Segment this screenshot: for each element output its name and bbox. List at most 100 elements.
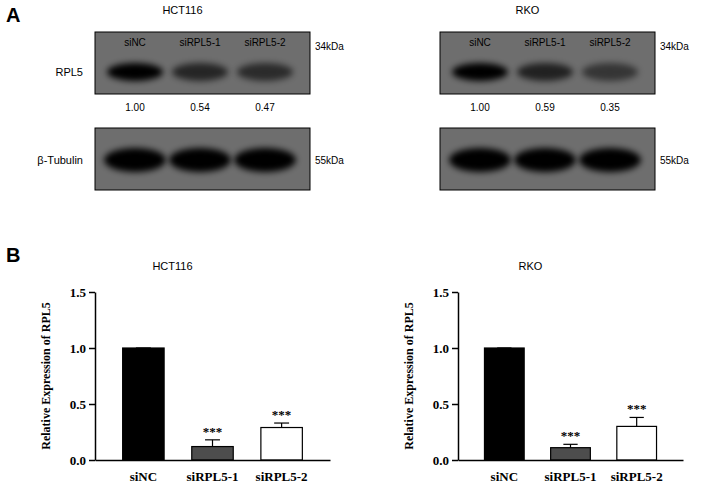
y-axis-title: Relative Expression of RPL5 bbox=[39, 302, 53, 449]
y-tick-label: 1.5 bbox=[433, 285, 450, 300]
blot-band bbox=[452, 63, 508, 81]
y-tick-label: 1.0 bbox=[70, 341, 86, 356]
quantification-label: 0.47 bbox=[255, 102, 275, 113]
y-axis: 0.0 0.5 1.0 1.5 bbox=[70, 285, 96, 468]
y-tick-mark bbox=[452, 348, 458, 350]
blot-background bbox=[95, 128, 310, 190]
y-tick-label: 0.0 bbox=[70, 453, 86, 468]
blot-panel: HCT116 siNC 1.00 siRPL5-1 0.54 siRPL5-2 0.47 RP… bbox=[37, 4, 344, 190]
y-tick-mark bbox=[452, 292, 458, 294]
y-tick: 0.5 bbox=[70, 397, 95, 412]
y-tick-label: 0.5 bbox=[70, 397, 87, 412]
y-tick-mark bbox=[89, 292, 95, 294]
x-tick-label: siNC bbox=[491, 469, 518, 484]
y-tick-mark bbox=[89, 404, 95, 406]
y-tick-label: 0.0 bbox=[433, 453, 449, 468]
blot-band bbox=[579, 148, 641, 172]
error-cap bbox=[563, 444, 577, 445]
bar bbox=[551, 448, 591, 460]
error-cap bbox=[205, 439, 220, 440]
blot-background bbox=[440, 32, 655, 94]
lane-label: siNC bbox=[124, 37, 146, 48]
significance: *** bbox=[561, 428, 581, 443]
size-label: 34kDa bbox=[660, 41, 689, 52]
blot-title: HCT116 bbox=[162, 4, 202, 16]
error-bar bbox=[630, 417, 644, 426]
blot-band bbox=[172, 63, 228, 81]
blot-band bbox=[514, 148, 576, 172]
row-label: RPL5 bbox=[55, 66, 83, 78]
bar bbox=[192, 447, 233, 460]
error-bar bbox=[274, 423, 289, 427]
x-tick: siRPL5-1 bbox=[187, 460, 239, 484]
error-bar bbox=[497, 348, 511, 349]
plot-area bbox=[484, 348, 656, 460]
error-bar bbox=[136, 348, 151, 349]
blot-band bbox=[104, 148, 166, 172]
bar bbox=[617, 426, 657, 460]
error-cap bbox=[630, 417, 644, 418]
x-tick-label: siRPL5-1 bbox=[545, 469, 597, 484]
blot-band bbox=[107, 63, 163, 81]
y-tick: 1.5 bbox=[433, 285, 458, 300]
lane-label: siRPL5-2 bbox=[589, 37, 631, 48]
y-tick-mark bbox=[89, 460, 95, 462]
blot-band bbox=[169, 148, 231, 172]
x-axis: siNC siRPL5-1 siRPL5-2 bbox=[459, 460, 684, 484]
error-stem bbox=[212, 440, 213, 447]
y-tick: 1.5 bbox=[70, 285, 95, 300]
chart-title: RKO bbox=[519, 260, 543, 272]
y-tick-label: 0.5 bbox=[433, 397, 450, 412]
error-cap bbox=[274, 422, 289, 423]
significance: *** bbox=[272, 407, 292, 422]
y-axis: 0.0 0.5 1.0 1.5 bbox=[433, 285, 459, 468]
x-tick: siRPL5-2 bbox=[256, 460, 308, 484]
bar bbox=[261, 428, 302, 460]
quantification-label: 0.54 bbox=[190, 102, 210, 113]
blot-background bbox=[440, 128, 655, 190]
x-axis-line bbox=[96, 460, 331, 462]
quantification-label: 1.00 bbox=[125, 102, 145, 113]
quantification-label: 0.35 bbox=[600, 102, 620, 113]
blot-band bbox=[582, 63, 638, 81]
chart: RKO *** *** 0.0 0.5 1.0 1.5 siNC siRPL5-1 siRPL5-… bbox=[402, 260, 684, 484]
blot-band bbox=[237, 63, 293, 81]
panel-label: B bbox=[6, 244, 20, 266]
blot-title: RKO bbox=[516, 4, 540, 16]
x-tick: siRPL5-1 bbox=[545, 460, 597, 484]
bar bbox=[123, 348, 164, 460]
y-tick: 0.0 bbox=[433, 453, 458, 468]
y-tick: 0.0 bbox=[70, 453, 95, 468]
blot-background bbox=[95, 32, 310, 94]
lane-label: siRPL5-2 bbox=[244, 37, 286, 48]
error-stem bbox=[281, 423, 282, 427]
error-cap bbox=[136, 347, 151, 348]
quantification-label: 0.59 bbox=[535, 102, 555, 113]
x-tick: siRPL5-2 bbox=[611, 460, 663, 484]
significance: *** bbox=[627, 401, 647, 416]
lane-label: siRPL5-1 bbox=[524, 37, 566, 48]
y-tick-mark bbox=[89, 348, 95, 350]
size-label: 55kDa bbox=[315, 155, 344, 166]
y-tick-mark bbox=[452, 404, 458, 406]
error-bar bbox=[563, 444, 577, 447]
panel-label: A bbox=[6, 4, 20, 26]
chart: HCT116******0.00.51.01.5siNCsiRPL5-1siRP… bbox=[39, 260, 331, 484]
figure: A B HCT116 siNC 1.00 siRPL5-1 0.54 siRPL5-2 0.47… bbox=[0, 0, 708, 495]
blot-band bbox=[517, 63, 573, 81]
x-tick-label: siRPL5-2 bbox=[611, 469, 663, 484]
x-tick: siNC bbox=[130, 460, 157, 484]
lane-label: siRPL5-1 bbox=[179, 37, 221, 48]
size-label: 34kDa bbox=[315, 41, 344, 52]
chart-title: HCT116 bbox=[152, 260, 192, 272]
y-tick-label: 1.5 bbox=[70, 285, 87, 300]
x-axis: siNC siRPL5-1 siRPL5-2 bbox=[96, 460, 331, 484]
size-label: 55kDa bbox=[660, 155, 689, 166]
y-tick: 0.5 bbox=[433, 397, 458, 412]
error-stem bbox=[636, 417, 637, 426]
blot-band bbox=[234, 148, 296, 172]
y-tick-mark bbox=[452, 460, 458, 462]
y-tick: 1.0 bbox=[433, 341, 458, 356]
y-axis-line bbox=[458, 293, 460, 461]
quantification-label: 1.00 bbox=[470, 102, 490, 113]
